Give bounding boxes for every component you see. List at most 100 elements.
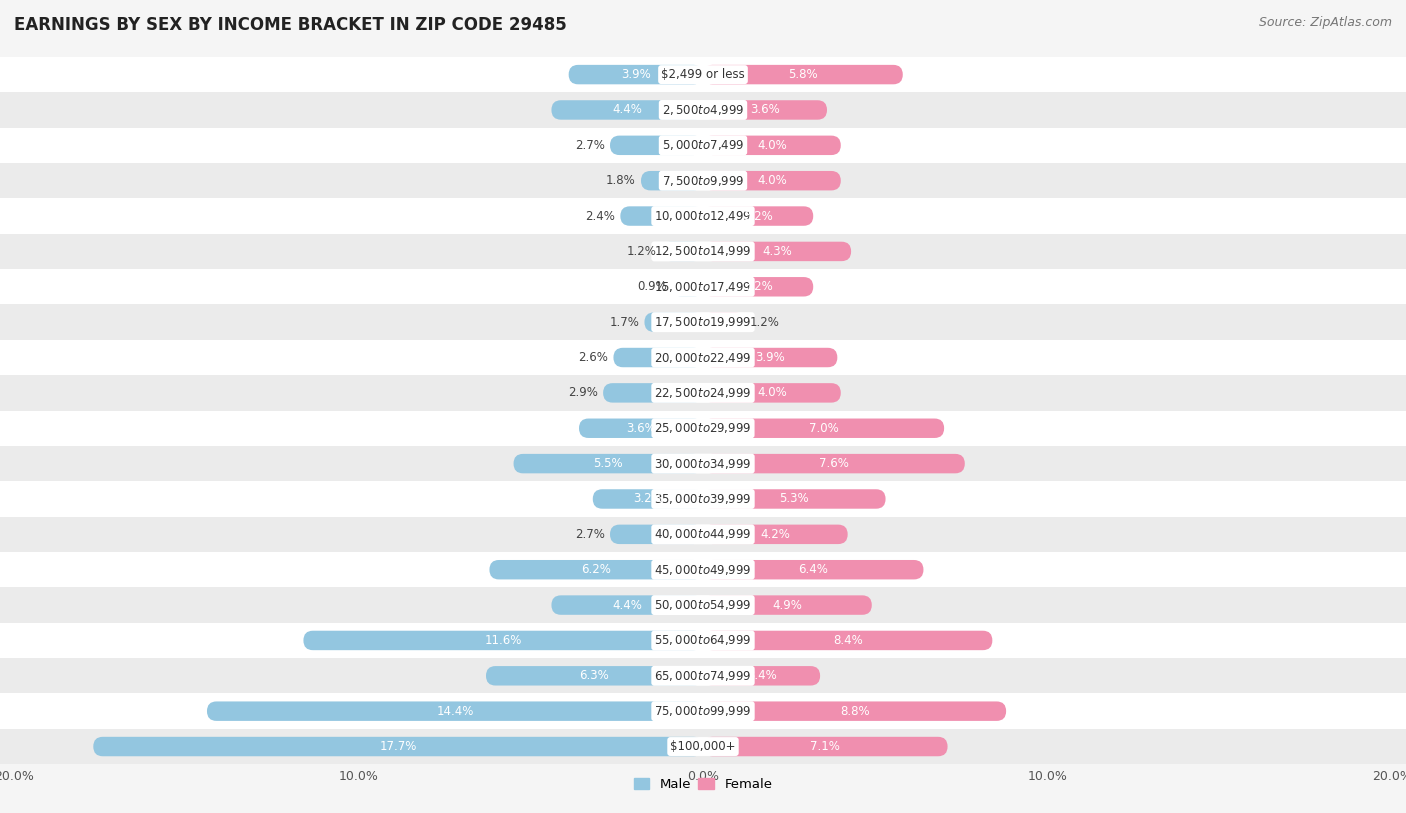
- FancyBboxPatch shape: [620, 207, 703, 226]
- FancyBboxPatch shape: [662, 241, 703, 261]
- Bar: [0, 57, 1406, 92]
- Text: 3.6%: 3.6%: [626, 422, 655, 435]
- Bar: [0, 376, 1406, 411]
- Bar: [0, 163, 1406, 198]
- FancyBboxPatch shape: [703, 702, 1007, 721]
- Text: $2,500 to $4,999: $2,500 to $4,999: [662, 103, 744, 117]
- Bar: [0, 92, 1406, 128]
- Bar: [0, 340, 1406, 375]
- FancyBboxPatch shape: [703, 383, 841, 402]
- FancyBboxPatch shape: [489, 560, 703, 580]
- Text: $100,000+: $100,000+: [671, 740, 735, 753]
- Text: $2,499 or less: $2,499 or less: [661, 68, 745, 81]
- Text: 8.8%: 8.8%: [839, 705, 869, 718]
- FancyBboxPatch shape: [703, 277, 813, 297]
- Text: 6.2%: 6.2%: [581, 563, 612, 576]
- Bar: [0, 304, 1406, 340]
- FancyBboxPatch shape: [703, 666, 820, 685]
- FancyBboxPatch shape: [610, 524, 703, 544]
- FancyBboxPatch shape: [486, 666, 703, 685]
- Bar: [0, 198, 1406, 234]
- FancyBboxPatch shape: [703, 631, 993, 650]
- Text: 0.9%: 0.9%: [637, 280, 666, 293]
- FancyBboxPatch shape: [644, 312, 703, 332]
- Bar: [0, 517, 1406, 552]
- Text: 4.0%: 4.0%: [756, 386, 787, 399]
- FancyBboxPatch shape: [579, 419, 703, 438]
- Text: $17,500 to $19,999: $17,500 to $19,999: [654, 315, 752, 329]
- FancyBboxPatch shape: [304, 631, 703, 650]
- Text: $5,000 to $7,499: $5,000 to $7,499: [662, 138, 744, 152]
- Text: $15,000 to $17,499: $15,000 to $17,499: [654, 280, 752, 293]
- Text: $45,000 to $49,999: $45,000 to $49,999: [654, 563, 752, 576]
- FancyBboxPatch shape: [551, 595, 703, 615]
- Legend: Male, Female: Male, Female: [628, 773, 778, 797]
- Text: 4.4%: 4.4%: [612, 103, 643, 116]
- Text: 3.2%: 3.2%: [744, 280, 773, 293]
- Text: $22,500 to $24,999: $22,500 to $24,999: [654, 386, 752, 400]
- Text: 5.3%: 5.3%: [779, 493, 808, 506]
- Text: 6.4%: 6.4%: [799, 563, 828, 576]
- FancyBboxPatch shape: [703, 595, 872, 615]
- Bar: [0, 552, 1406, 587]
- Text: 1.2%: 1.2%: [627, 245, 657, 258]
- Text: $12,500 to $14,999: $12,500 to $14,999: [654, 245, 752, 259]
- Bar: [0, 659, 1406, 693]
- Text: 8.4%: 8.4%: [832, 634, 862, 647]
- Text: $7,500 to $9,999: $7,500 to $9,999: [662, 174, 744, 188]
- Text: 3.2%: 3.2%: [744, 210, 773, 223]
- FancyBboxPatch shape: [703, 489, 886, 509]
- FancyBboxPatch shape: [603, 383, 703, 402]
- Text: $65,000 to $74,999: $65,000 to $74,999: [654, 669, 752, 683]
- Text: $35,000 to $39,999: $35,000 to $39,999: [654, 492, 752, 506]
- Text: 2.4%: 2.4%: [585, 210, 616, 223]
- Text: 1.8%: 1.8%: [606, 174, 636, 187]
- Text: 4.0%: 4.0%: [756, 139, 787, 152]
- Text: 3.9%: 3.9%: [621, 68, 651, 81]
- Text: 7.0%: 7.0%: [808, 422, 838, 435]
- FancyBboxPatch shape: [610, 136, 703, 155]
- Text: 7.6%: 7.6%: [818, 457, 849, 470]
- FancyBboxPatch shape: [207, 702, 703, 721]
- FancyBboxPatch shape: [672, 277, 703, 297]
- Bar: [0, 269, 1406, 304]
- Text: 3.9%: 3.9%: [755, 351, 785, 364]
- Text: 6.3%: 6.3%: [579, 669, 609, 682]
- Text: 7.1%: 7.1%: [810, 740, 841, 753]
- Text: 4.9%: 4.9%: [772, 598, 803, 611]
- FancyBboxPatch shape: [703, 136, 841, 155]
- Bar: [0, 411, 1406, 446]
- Text: 11.6%: 11.6%: [485, 634, 522, 647]
- FancyBboxPatch shape: [551, 100, 703, 120]
- Text: $50,000 to $54,999: $50,000 to $54,999: [654, 598, 752, 612]
- Text: 4.4%: 4.4%: [612, 598, 643, 611]
- FancyBboxPatch shape: [703, 241, 851, 261]
- Text: $25,000 to $29,999: $25,000 to $29,999: [654, 421, 752, 435]
- Bar: [0, 481, 1406, 517]
- FancyBboxPatch shape: [568, 65, 703, 85]
- FancyBboxPatch shape: [641, 171, 703, 190]
- Text: $75,000 to $99,999: $75,000 to $99,999: [654, 704, 752, 718]
- Text: 2.9%: 2.9%: [568, 386, 598, 399]
- Text: 4.3%: 4.3%: [762, 245, 792, 258]
- FancyBboxPatch shape: [703, 312, 744, 332]
- FancyBboxPatch shape: [703, 348, 838, 367]
- Text: 2.7%: 2.7%: [575, 139, 605, 152]
- Text: 3.2%: 3.2%: [633, 493, 662, 506]
- FancyBboxPatch shape: [703, 65, 903, 85]
- Text: 1.2%: 1.2%: [749, 315, 779, 328]
- FancyBboxPatch shape: [703, 207, 813, 226]
- Text: $10,000 to $12,499: $10,000 to $12,499: [654, 209, 752, 223]
- Bar: [0, 693, 1406, 729]
- Bar: [0, 623, 1406, 659]
- Text: 5.5%: 5.5%: [593, 457, 623, 470]
- Text: $20,000 to $22,499: $20,000 to $22,499: [654, 350, 752, 364]
- Bar: [0, 128, 1406, 163]
- Text: $30,000 to $34,999: $30,000 to $34,999: [654, 457, 752, 471]
- Text: Source: ZipAtlas.com: Source: ZipAtlas.com: [1258, 16, 1392, 29]
- Text: 14.4%: 14.4%: [436, 705, 474, 718]
- Text: EARNINGS BY SEX BY INCOME BRACKET IN ZIP CODE 29485: EARNINGS BY SEX BY INCOME BRACKET IN ZIP…: [14, 16, 567, 34]
- FancyBboxPatch shape: [703, 560, 924, 580]
- FancyBboxPatch shape: [703, 454, 965, 473]
- Text: 2.6%: 2.6%: [578, 351, 609, 364]
